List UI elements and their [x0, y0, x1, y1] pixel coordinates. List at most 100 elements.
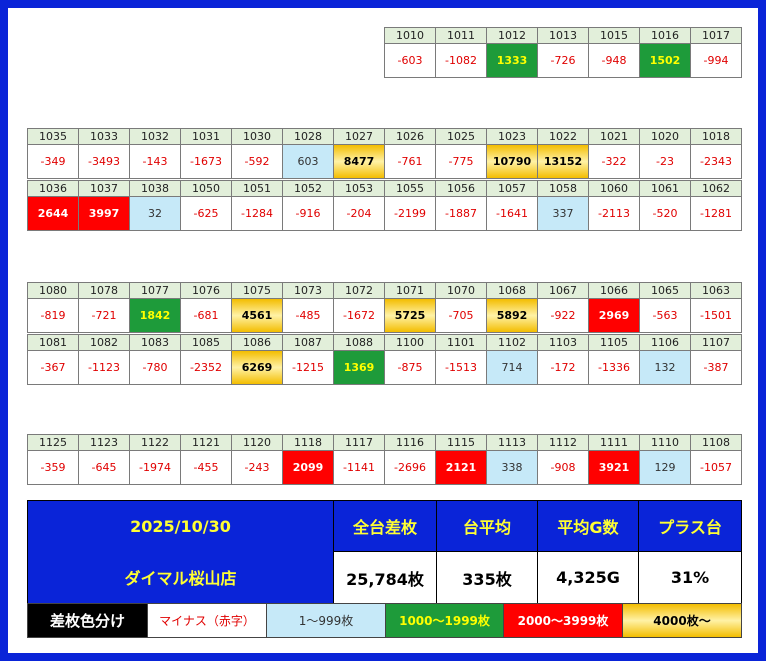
- diff-value: -721: [78, 298, 130, 333]
- machine-number: 1038: [129, 180, 181, 197]
- machine-number: 1111: [588, 434, 640, 451]
- machine-number: 1055: [384, 180, 436, 197]
- diff-value: 13152: [537, 144, 589, 179]
- machine-number: 1028: [282, 128, 334, 145]
- diff-value: -3493: [78, 144, 130, 179]
- diff-value: -1281: [690, 196, 742, 231]
- diff-value: -1513: [435, 350, 487, 385]
- diff-value: -349: [27, 144, 79, 179]
- diff-value: 32: [129, 196, 181, 231]
- diff-value: -367: [27, 350, 79, 385]
- diff-value: -455: [180, 450, 232, 485]
- machine-number: 1036: [27, 180, 79, 197]
- summary-value: 335枚: [436, 551, 538, 604]
- diff-value: 1369: [333, 350, 385, 385]
- diff-value: 129: [639, 450, 691, 485]
- machine-number: 1020: [639, 128, 691, 145]
- machine-number: 1016: [639, 27, 691, 44]
- diff-value: 1502: [639, 43, 691, 78]
- date: 2025/10/30: [27, 500, 334, 552]
- machine-number: 1102: [486, 334, 538, 351]
- diff-value: 3921: [588, 450, 640, 485]
- machine-number: 1113: [486, 434, 538, 451]
- diff-value: -2199: [384, 196, 436, 231]
- diff-value: -243: [231, 450, 283, 485]
- machine-number: 1120: [231, 434, 283, 451]
- machine-number: 1086: [231, 334, 283, 351]
- diff-value: 5892: [486, 298, 538, 333]
- machine-number: 1012: [486, 27, 538, 44]
- machine-number: 1070: [435, 282, 487, 299]
- diff-value: 337: [537, 196, 589, 231]
- machine-number: 1105: [588, 334, 640, 351]
- diff-value: 1333: [486, 43, 538, 78]
- diff-value: -2352: [180, 350, 232, 385]
- diff-value: -1887: [435, 196, 487, 231]
- legend-item: マイナス（赤字）: [147, 603, 267, 638]
- diff-value: -204: [333, 196, 385, 231]
- machine-number: 1082: [78, 334, 130, 351]
- diff-value: -1501: [690, 298, 742, 333]
- diff-value: -143: [129, 144, 181, 179]
- machine-number: 1053: [333, 180, 385, 197]
- diff-value: -916: [282, 196, 334, 231]
- diff-value: -1123: [78, 350, 130, 385]
- machine-number: 1123: [78, 434, 130, 451]
- summary-header: プラス台: [638, 500, 742, 552]
- diff-value: -563: [639, 298, 691, 333]
- machine-number: 1081: [27, 334, 79, 351]
- diff-value: 2644: [27, 196, 79, 231]
- diff-value: -1141: [333, 450, 385, 485]
- diff-value: 338: [486, 450, 538, 485]
- diff-value: -780: [129, 350, 181, 385]
- machine-number: 1065: [639, 282, 691, 299]
- machine-number: 1085: [180, 334, 232, 351]
- machine-number: 1117: [333, 434, 385, 451]
- diff-value: -520: [639, 196, 691, 231]
- diff-value: 1842: [129, 298, 181, 333]
- diff-value: -359: [27, 450, 79, 485]
- legend-item: 4000枚〜: [622, 603, 742, 638]
- diff-value: -322: [588, 144, 640, 179]
- machine-number: 1022: [537, 128, 589, 145]
- diff-value: 603: [282, 144, 334, 179]
- machine-number: 1061: [639, 180, 691, 197]
- machine-number: 1072: [333, 282, 385, 299]
- machine-number: 1101: [435, 334, 487, 351]
- diff-value: -625: [180, 196, 232, 231]
- summary-header: 平均G数: [537, 500, 639, 552]
- diff-value: -948: [588, 43, 640, 78]
- diff-value: 5725: [384, 298, 436, 333]
- machine-number: 1033: [78, 128, 130, 145]
- diff-value: -592: [231, 144, 283, 179]
- machine-number: 1112: [537, 434, 589, 451]
- diff-value: -875: [384, 350, 436, 385]
- diff-value: -1974: [129, 450, 181, 485]
- machine-number: 1013: [537, 27, 589, 44]
- machine-number: 1066: [588, 282, 640, 299]
- diff-value: -2696: [384, 450, 436, 485]
- summary-value: 25,784枚: [333, 551, 437, 604]
- machine-number: 1058: [537, 180, 589, 197]
- machine-number: 1026: [384, 128, 436, 145]
- machine-number: 1011: [435, 27, 487, 44]
- machine-number: 1030: [231, 128, 283, 145]
- diff-value: -726: [537, 43, 589, 78]
- legend-item: 2000〜3999枚: [503, 603, 623, 638]
- machine-number: 1118: [282, 434, 334, 451]
- diff-value: 2121: [435, 450, 487, 485]
- machine-number: 1087: [282, 334, 334, 351]
- diff-value: -819: [27, 298, 79, 333]
- machine-number: 1051: [231, 180, 283, 197]
- summary-header: 台平均: [436, 500, 538, 552]
- diff-value: 714: [486, 350, 538, 385]
- legend-item: 1000〜1999枚: [385, 603, 504, 638]
- machine-number: 1075: [231, 282, 283, 299]
- machine-number: 1080: [27, 282, 79, 299]
- machine-number: 1107: [690, 334, 742, 351]
- diff-value: -908: [537, 450, 589, 485]
- machine-number: 1108: [690, 434, 742, 451]
- diff-value: -1057: [690, 450, 742, 485]
- diff-value: -2113: [588, 196, 640, 231]
- diff-value: -172: [537, 350, 589, 385]
